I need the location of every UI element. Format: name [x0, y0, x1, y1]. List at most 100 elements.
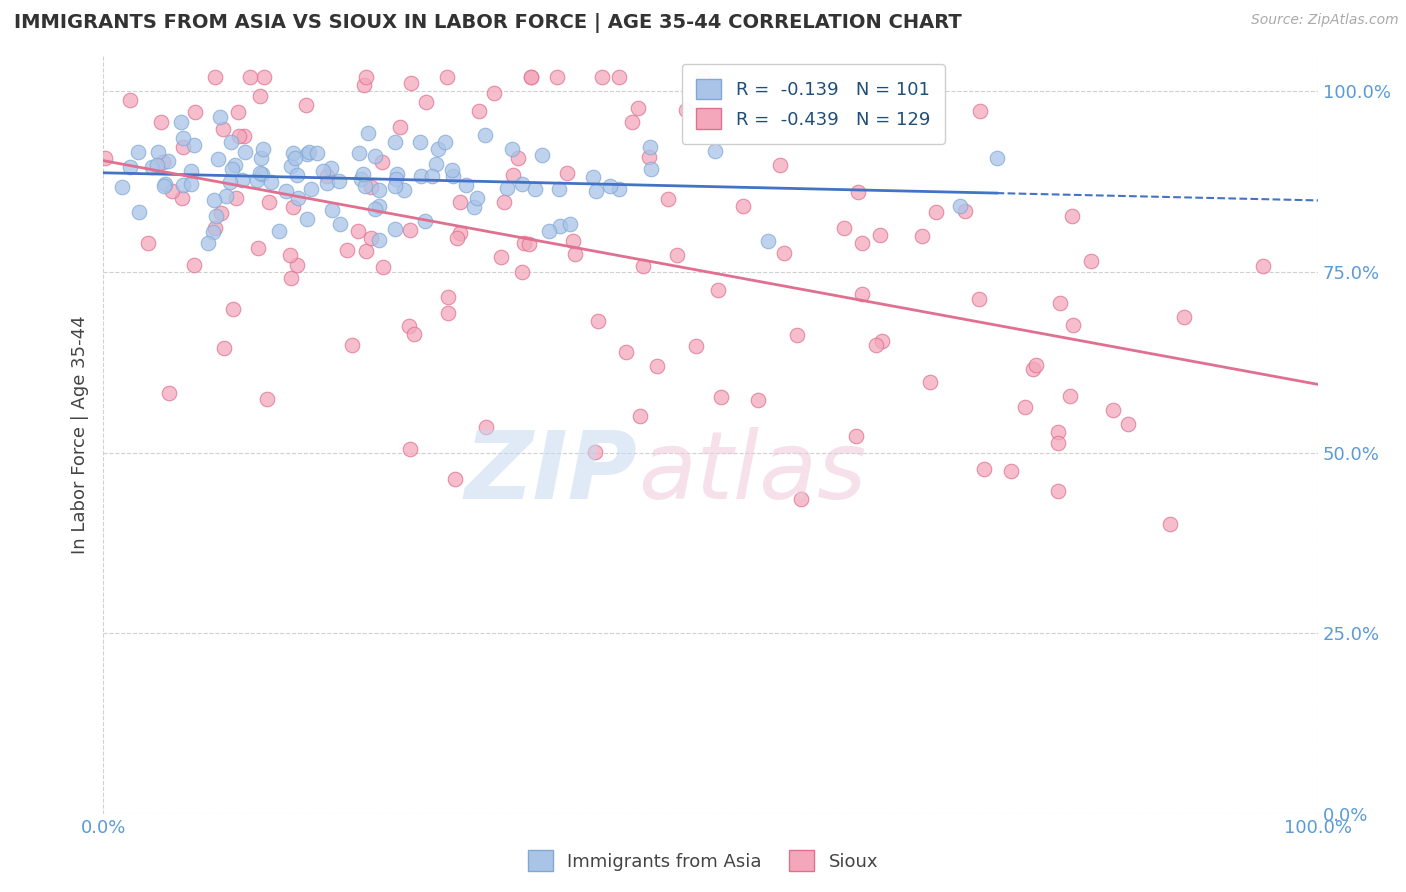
- Point: [911, 229, 934, 244]
- Point: [986, 152, 1008, 166]
- Point: [973, 462, 995, 476]
- Point: [969, 103, 991, 118]
- Point: [221, 302, 243, 317]
- Point: [517, 236, 540, 251]
- Point: [312, 163, 335, 178]
- Point: [136, 235, 159, 250]
- Point: [157, 154, 180, 169]
- Point: [170, 191, 193, 205]
- Point: [149, 114, 172, 128]
- Y-axis label: In Labor Force | Age 35-44: In Labor Force | Age 35-44: [72, 315, 89, 554]
- Point: [204, 70, 226, 84]
- Point: [468, 103, 491, 118]
- Point: [207, 152, 229, 166]
- Point: [583, 445, 606, 459]
- Point: [184, 105, 207, 120]
- Point: [252, 142, 274, 156]
- Point: [247, 241, 270, 255]
- Point: [446, 231, 468, 245]
- Point: [384, 179, 406, 194]
- Point: [1000, 464, 1022, 478]
- Point: [233, 145, 256, 160]
- Point: [204, 221, 226, 235]
- Point: [562, 234, 585, 248]
- Point: [675, 103, 697, 117]
- Point: [249, 89, 271, 103]
- Point: [585, 184, 607, 198]
- Point: [1253, 259, 1275, 273]
- Point: [307, 145, 329, 160]
- Point: [328, 174, 350, 188]
- Point: [392, 183, 415, 197]
- Point: [918, 375, 941, 389]
- Point: [426, 143, 449, 157]
- Point: [183, 258, 205, 272]
- Point: [283, 201, 305, 215]
- Legend: Immigrants from Asia, Sioux: Immigrants from Asia, Sioux: [520, 843, 886, 879]
- Point: [786, 327, 808, 342]
- Point: [463, 200, 485, 214]
- Point: [202, 193, 225, 207]
- Point: [239, 70, 262, 84]
- Point: [1046, 483, 1069, 498]
- Point: [546, 70, 568, 84]
- Point: [967, 292, 990, 306]
- Point: [180, 163, 202, 178]
- Point: [1025, 359, 1047, 373]
- Point: [524, 181, 547, 195]
- Point: [1101, 402, 1123, 417]
- Point: [657, 192, 679, 206]
- Point: [851, 236, 873, 251]
- Point: [205, 210, 228, 224]
- Point: [225, 191, 247, 205]
- Point: [489, 251, 512, 265]
- Point: [747, 392, 769, 407]
- Point: [388, 120, 411, 134]
- Point: [218, 175, 240, 189]
- Point: [284, 152, 307, 166]
- Point: [1059, 389, 1081, 403]
- Text: Source: ZipAtlas.com: Source: ZipAtlas.com: [1251, 13, 1399, 28]
- Point: [172, 178, 194, 193]
- Point: [548, 182, 571, 196]
- Point: [638, 140, 661, 154]
- Point: [627, 101, 650, 115]
- Point: [513, 236, 536, 251]
- Point: [1062, 209, 1084, 223]
- Point: [285, 169, 308, 183]
- Point: [502, 168, 524, 182]
- Point: [398, 318, 420, 333]
- Point: [349, 172, 371, 186]
- Point: [287, 258, 309, 272]
- Point: [127, 145, 149, 159]
- Point: [425, 156, 447, 170]
- Point: [599, 179, 621, 194]
- Point: [209, 206, 232, 220]
- Point: [848, 185, 870, 199]
- Point: [520, 70, 543, 84]
- Point: [433, 135, 456, 149]
- Point: [295, 146, 318, 161]
- Point: [415, 95, 437, 109]
- Point: [1173, 310, 1195, 324]
- Point: [631, 259, 654, 273]
- Point: [172, 131, 194, 145]
- Point: [1014, 400, 1036, 414]
- Point: [295, 212, 318, 227]
- Point: [280, 160, 302, 174]
- Point: [621, 115, 644, 129]
- Point: [342, 338, 364, 352]
- Point: [411, 169, 433, 183]
- Point: [413, 214, 436, 228]
- Point: [253, 70, 276, 84]
- Point: [436, 70, 458, 84]
- Point: [249, 167, 271, 181]
- Point: [367, 234, 389, 248]
- Point: [1046, 425, 1069, 439]
- Point: [474, 128, 496, 142]
- Point: [367, 199, 389, 213]
- Point: [519, 70, 541, 84]
- Point: [280, 271, 302, 285]
- Point: [437, 290, 460, 304]
- Point: [221, 162, 243, 177]
